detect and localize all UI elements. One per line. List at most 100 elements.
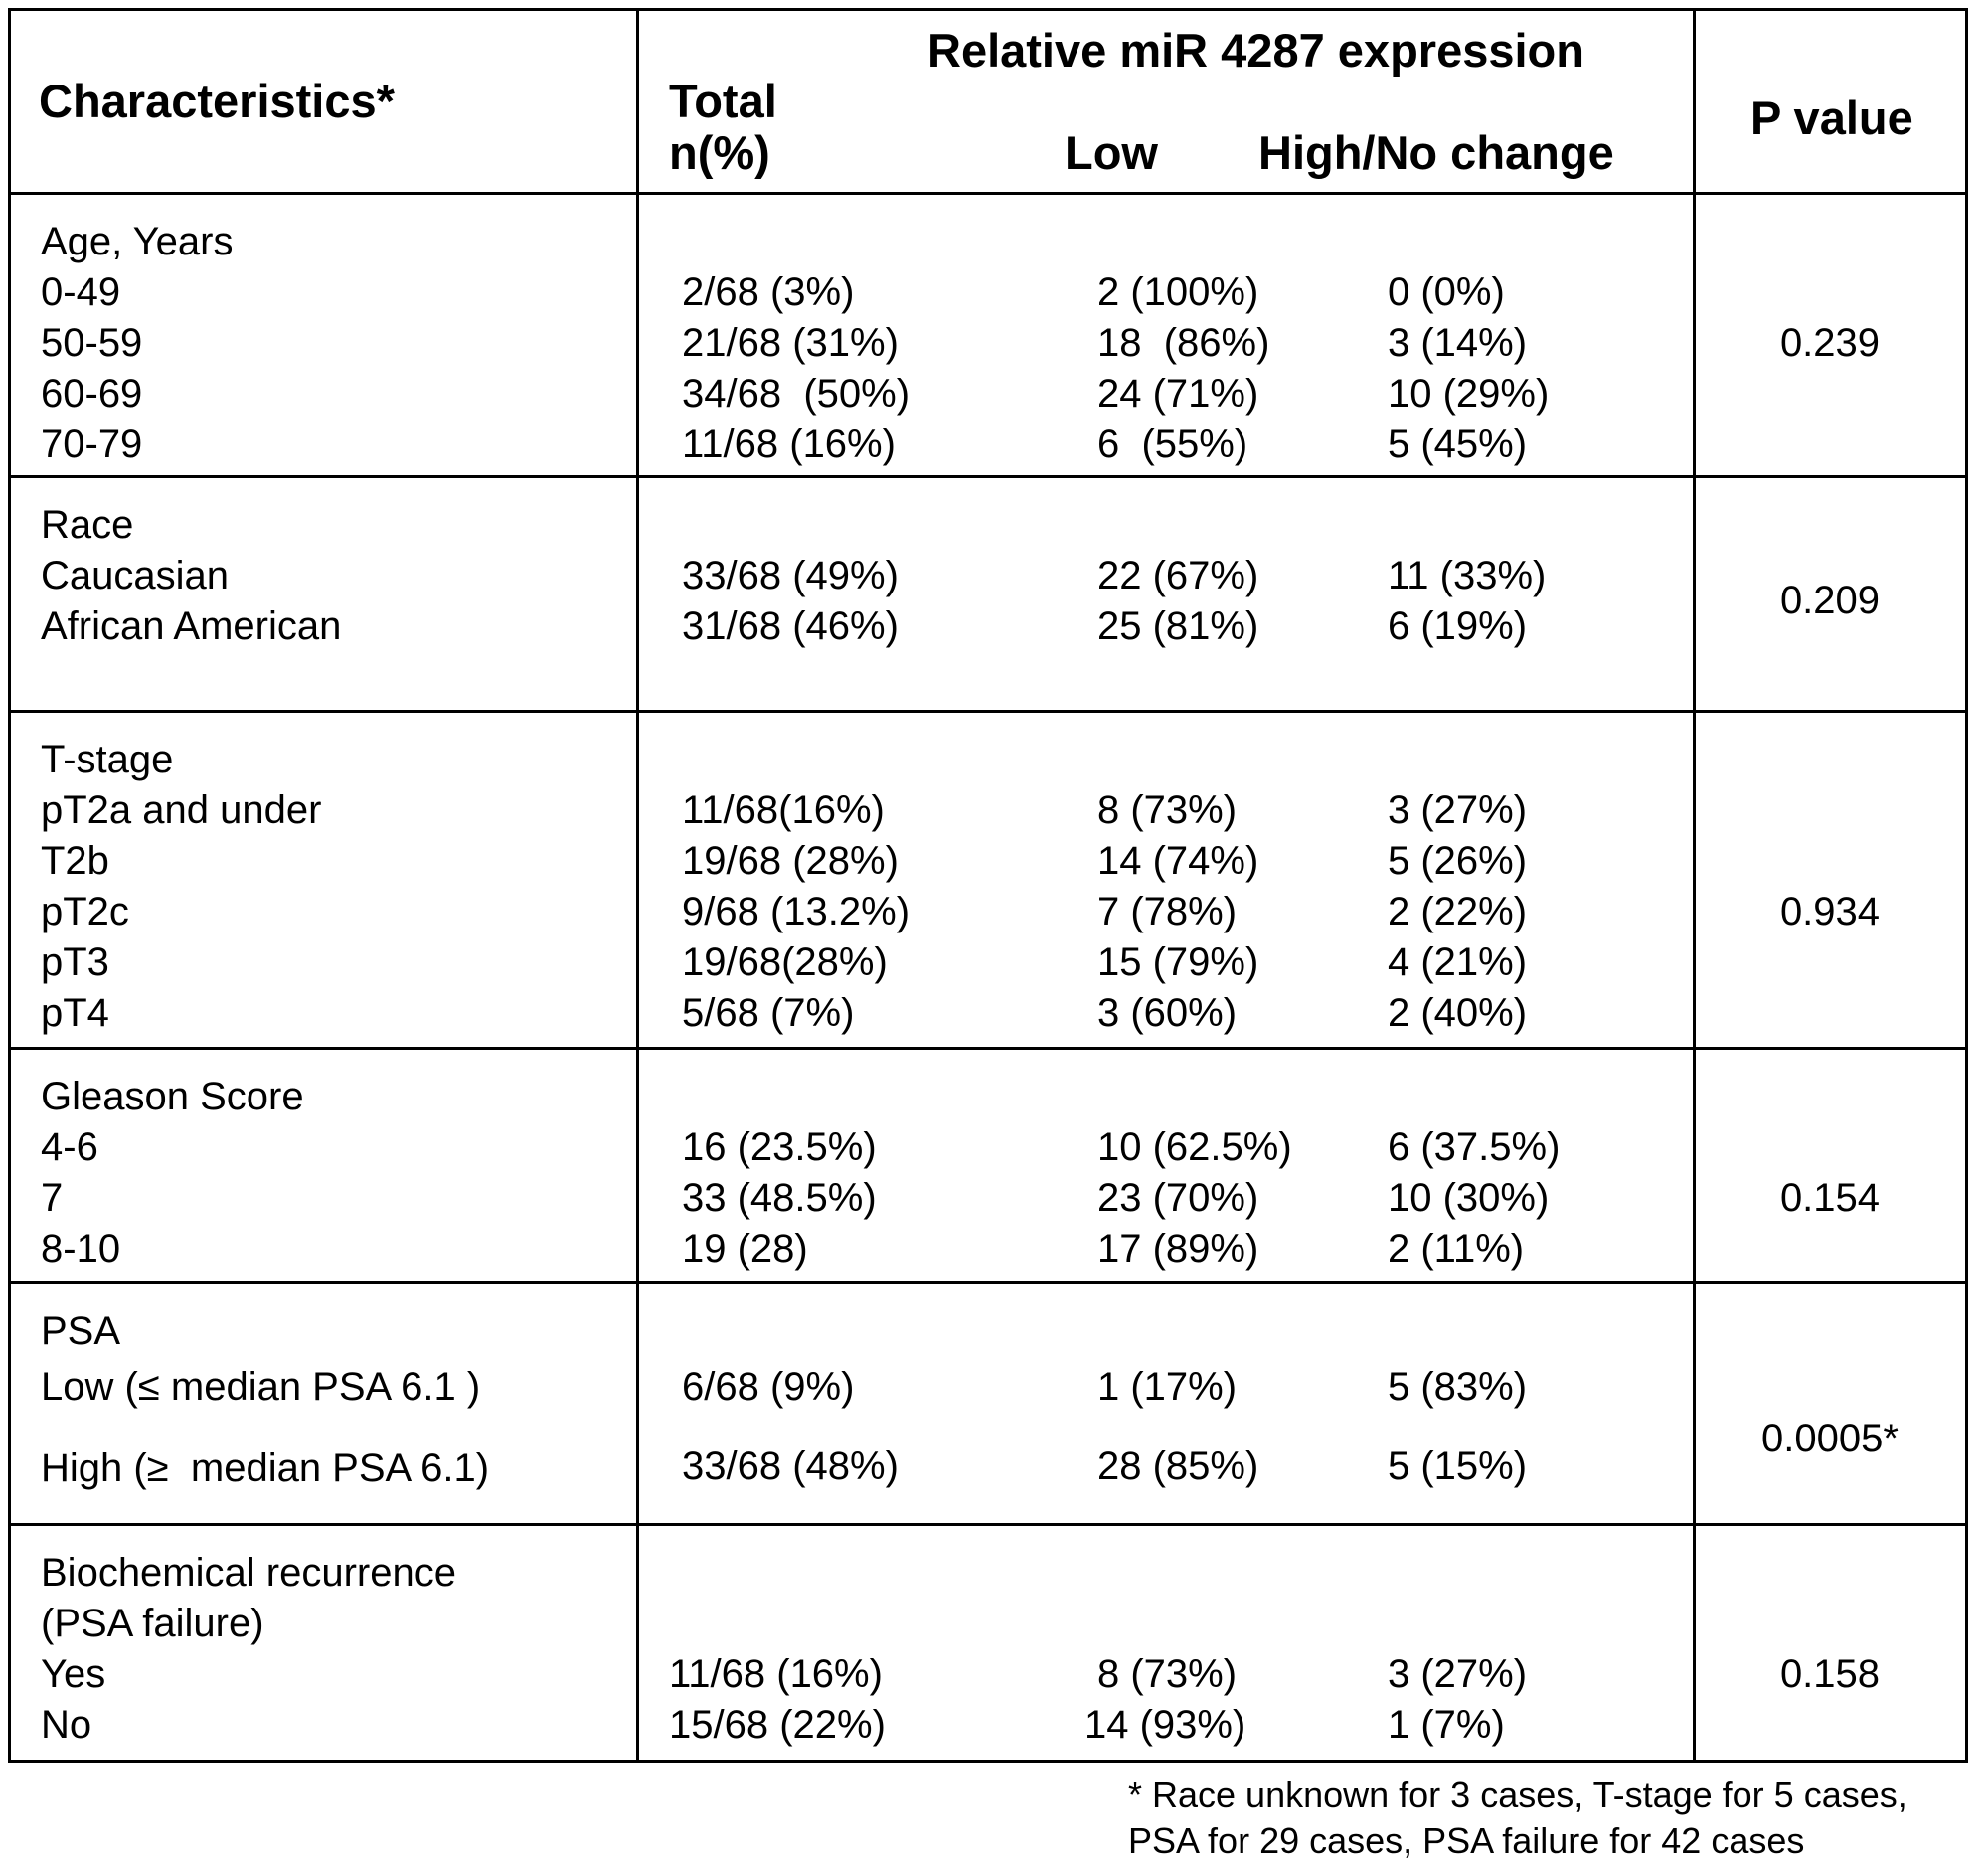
section-pvalue: 0.209 [1779,579,1881,622]
row-total: 11/68 (16%) [682,423,896,466]
row-total: 34/68 (50%) [682,372,911,416]
row-label: 50-59 [41,321,143,365]
row-high: 5 (83%) [1388,1365,1528,1409]
col-divider-2 [1693,11,1696,1760]
row-label: pT2a and under [41,788,322,832]
row-total: 21/68 (31%) [682,321,899,365]
row-low: 3 (60%) [1097,991,1238,1035]
row-label: pT3 [41,940,109,984]
row-label: 60-69 [41,372,143,416]
row-high: 1 (7%) [1388,1703,1505,1747]
row-total: 6/68 (9%) [682,1365,855,1409]
row-low: 1 (17%) [1097,1365,1238,1409]
row-low: 15 (79%) [1097,940,1259,984]
row-total: 19 (28) [682,1227,808,1271]
row-label: Low (≤ median PSA 6.1 ) [41,1365,481,1409]
row-total: 16 (23.5%) [682,1125,877,1169]
characteristics-table: Characteristics* Total n(%) Relative miR… [8,8,1968,1763]
row-total: 19/68 (28%) [682,839,899,883]
header-characteristics: Characteristics* [39,75,395,127]
row-total: 33/68 (48%) [682,1444,899,1488]
row-total: 33/68 (49%) [682,554,899,597]
row-high: 3 (14%) [1388,321,1528,365]
row-low: 7 (78%) [1097,890,1238,933]
section-pvalue: 0.934 [1779,890,1881,933]
row-high: 2 (40%) [1388,991,1528,1035]
row-high: 10 (29%) [1388,372,1550,416]
row-low: 2 (100%) [1097,270,1259,314]
row-low: 14 (74%) [1097,839,1259,883]
row-low: 6 (55%) [1097,423,1248,466]
section-title: Biochemical recurrence [41,1551,456,1595]
section-title: PSA [41,1309,121,1353]
row-low: 10 (62.5%) [1097,1125,1292,1169]
row-label: Yes [41,1652,106,1696]
header-low: Low [1065,126,1158,179]
row-total: 19/68(28%) [682,940,888,984]
row-label: 7 [41,1176,64,1220]
row-label: pT2c [41,890,129,933]
row-total: 9/68 (13.2%) [682,890,911,933]
row-high: 10 (30%) [1388,1176,1550,1220]
row-low: 24 (71%) [1097,372,1259,416]
row-label: pT4 [41,991,109,1035]
section-title: T-stage [41,738,174,781]
row-high: 6 (37.5%) [1388,1125,1561,1169]
row-divider-age [11,475,1965,478]
row-low: 25 (81%) [1097,604,1259,648]
section-subtitle: (PSA failure) [41,1602,264,1645]
row-low: 17 (89%) [1097,1227,1259,1271]
header-high: High/No change [1258,126,1614,179]
row-high: 3 (27%) [1388,1652,1528,1696]
row-total: 15/68 (22%) [669,1703,886,1747]
row-label: 0-49 [41,270,121,314]
row-label: African American [41,604,342,648]
header-total-line2: n(%) [669,126,770,179]
header-pvalue: P value [1750,91,1913,144]
row-total: 31/68 (46%) [682,604,899,648]
header-group-title: Relative miR 4287 expression [927,24,1584,77]
row-divider-psa [11,1523,1965,1526]
row-label: No [41,1703,92,1747]
row-divider-tstage [11,1047,1965,1050]
row-label: Caucasian [41,554,230,597]
row-low: 22 (67%) [1097,554,1259,597]
section-title: Race [41,503,134,547]
row-high: 2 (22%) [1388,890,1528,933]
row-high: 4 (21%) [1388,940,1528,984]
row-low: 18 (86%) [1097,321,1270,365]
row-low: 8 (73%) [1097,788,1238,832]
footnote-line2: PSA for 29 cases, PSA failure for 42 cas… [1128,1820,1805,1861]
row-label: 4-6 [41,1125,98,1169]
footnote-line1: * Race unknown for 3 cases, T-stage for … [1128,1775,1907,1815]
section-title: Age, Years [41,220,234,263]
header-total-line1: Total [669,75,777,127]
section-pvalue: 0.239 [1779,321,1881,365]
row-total: 2/68 (3%) [682,270,855,314]
row-high: 3 (27%) [1388,788,1528,832]
row-high: 11 (33%) [1388,554,1547,597]
row-label: T2b [41,839,109,883]
row-high: 5 (45%) [1388,423,1528,466]
row-low: 28 (85%) [1097,1444,1259,1488]
row-divider-race [11,710,1965,713]
row-divider-header [11,192,1965,195]
row-label: High (≥ median PSA 6.1) [41,1446,490,1490]
row-label: 70-79 [41,423,143,466]
row-low: 23 (70%) [1097,1176,1259,1220]
section-pvalue: 0.154 [1779,1176,1881,1220]
row-total: 11/68 (16%) [669,1652,883,1696]
row-low: 8 (73%) [1097,1652,1238,1696]
row-total: 11/68(16%) [682,788,885,832]
row-high: 5 (15%) [1388,1444,1528,1488]
col-divider-1 [636,11,639,1760]
row-high: 2 (11%) [1388,1227,1525,1271]
row-total: 33 (48.5%) [682,1176,877,1220]
row-low: 14 (93%) [1084,1703,1246,1747]
row-high: 0 (0%) [1388,270,1505,314]
row-divider-gleason [11,1281,1965,1284]
section-pvalue: 0.0005* [1761,1417,1899,1460]
row-high: 5 (26%) [1388,839,1528,883]
row-total: 5/68 (7%) [682,991,855,1035]
section-title: Gleason Score [41,1075,304,1118]
